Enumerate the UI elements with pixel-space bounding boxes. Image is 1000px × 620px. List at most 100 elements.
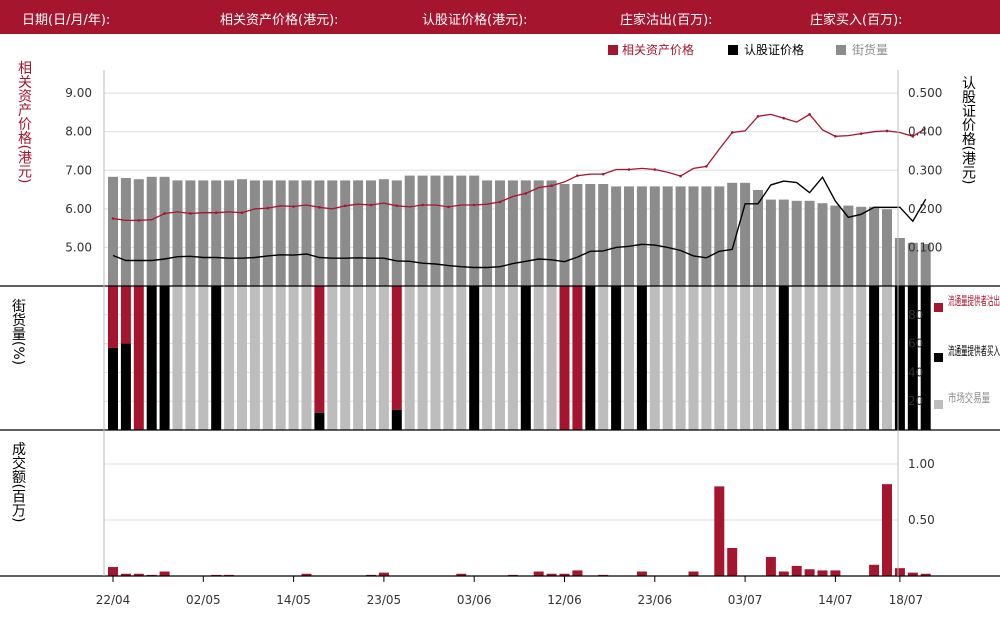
volume-pct-tick-label: 60 [908, 337, 923, 351]
market-volume-bar [856, 286, 867, 430]
legend-swatch-outstanding [836, 45, 846, 55]
market-volume-bar [378, 286, 389, 430]
turnover-bar [636, 571, 647, 576]
asset-price-tick-label: 8.00 [65, 125, 92, 139]
asset-price-point [137, 219, 141, 222]
outstanding-bar [598, 184, 609, 286]
mm-buy-bar [314, 412, 325, 430]
asset-price-point [782, 116, 786, 120]
outstanding-bar [340, 180, 351, 286]
outstanding-bar [237, 179, 247, 286]
warrant-price-tick-label: 0.500 [908, 86, 942, 100]
legend-label-asset-price: 相关资产价格 [622, 42, 694, 57]
outstanding-bar [430, 175, 441, 286]
market-volume-bar [882, 286, 892, 430]
market-volume-bar [301, 286, 312, 430]
warrant-price-tick-label: 0.100 [908, 240, 942, 254]
market-volume-bar [714, 286, 725, 430]
right-axis-label: 认股证价格(港元) [960, 76, 976, 185]
asset-price-point [601, 172, 605, 176]
outstanding-bar [662, 186, 673, 286]
volume-pct-axis-ticks: 80 60 40 20 [908, 308, 923, 408]
market-volume-bar [662, 286, 673, 430]
mm-buy-bar [159, 286, 170, 430]
outstanding-bar [701, 186, 712, 286]
legend-swatch-warrant-price [728, 45, 738, 55]
asset-price-point [705, 165, 708, 168]
warrant-price-line [112, 175, 927, 269]
outstanding-bar [198, 180, 209, 286]
legend-swatch-mm-sell [934, 303, 943, 312]
market-volume-bar [740, 286, 751, 430]
asset-price-point [498, 200, 502, 204]
date-tick-label: 02/05 [186, 593, 221, 607]
turnover-bar [765, 556, 776, 576]
market-volume-bar [237, 286, 247, 430]
market-volume-bar [275, 286, 286, 430]
mm-sell-bar [559, 286, 570, 430]
mm-buy-bar [211, 286, 222, 430]
mm-buy-bar [520, 286, 531, 430]
mm-sell-bar [120, 286, 131, 344]
outstanding-bar [366, 180, 376, 286]
market-volume-bar [507, 286, 518, 430]
market-volume-bar [624, 286, 634, 430]
mm-buy-bar [869, 286, 880, 430]
asset-price-point [318, 206, 321, 209]
market-volume-bar [482, 286, 493, 430]
turnover-bar [378, 572, 389, 576]
turnover-bar [546, 573, 557, 576]
asset-price-point [911, 135, 915, 138]
asset-price-point [214, 211, 218, 215]
legend-label-mm-sell: 流通量提供者沽出 [948, 293, 1000, 308]
market-volume-bar [688, 286, 699, 430]
turnover-bar [301, 573, 312, 576]
outstanding-bar [714, 186, 725, 286]
header-bar: 日期(日/月/年): 相关资产价格(港元): 认股证价格(港元): 庄家沽出(百… [0, 0, 1000, 34]
outstanding-bar [894, 238, 905, 286]
asset-price-point [395, 204, 399, 208]
outstanding-bar [146, 176, 157, 286]
outstanding-bar [211, 180, 222, 286]
turnover-bar [791, 565, 802, 576]
asset-price-point [859, 132, 863, 135]
asset-price-point [266, 206, 270, 210]
asset-price-tick-label: 9.00 [65, 86, 92, 100]
date-tick-label: 12/06 [547, 593, 582, 607]
outstanding-bars [108, 175, 931, 286]
market-volume-bar [353, 286, 364, 430]
mm-sell-bar [314, 286, 325, 413]
market-volume-bar [727, 286, 738, 430]
turnover-bar [920, 573, 931, 576]
date-tick-label: 14/07 [818, 593, 853, 607]
legend-label-warrant-price: 认股证价格 [744, 42, 804, 57]
turnover-bar [894, 568, 905, 576]
market-volume-bar [765, 286, 776, 430]
volume-legend: 流通量提供者沽出 流通量提供者买入 市场交易量 [934, 293, 1000, 409]
outstanding-bar [314, 180, 325, 286]
asset-price-point [834, 135, 837, 138]
mm-buy-bar [778, 286, 789, 430]
outstanding-bar [507, 180, 518, 286]
asset-price-point [189, 212, 192, 215]
date-tick-label: 23/06 [638, 593, 673, 607]
market-volume-bar [675, 286, 686, 430]
mm-buy-bar [907, 286, 918, 430]
turnover-bar [108, 567, 118, 576]
market-volume-bar [546, 286, 557, 430]
outstanding-bar [275, 180, 286, 286]
outstanding-bar [546, 180, 557, 286]
outstanding-bar [482, 180, 493, 286]
outstanding-bar [882, 209, 892, 286]
outstanding-bar [830, 205, 841, 286]
mm-buy-bar [585, 286, 596, 430]
header-date-label: 日期(日/月/年): [22, 13, 111, 28]
mm-buy-bar [108, 347, 118, 430]
legend-label-mm-buy: 流通量提供者买入 [948, 343, 1000, 358]
outstanding-bar [572, 184, 583, 286]
outstanding-bar [133, 179, 144, 286]
left-axis-label: 相关资产价格(港元) [16, 61, 32, 184]
asset-price-point [240, 211, 244, 215]
outstanding-bar [185, 180, 196, 286]
